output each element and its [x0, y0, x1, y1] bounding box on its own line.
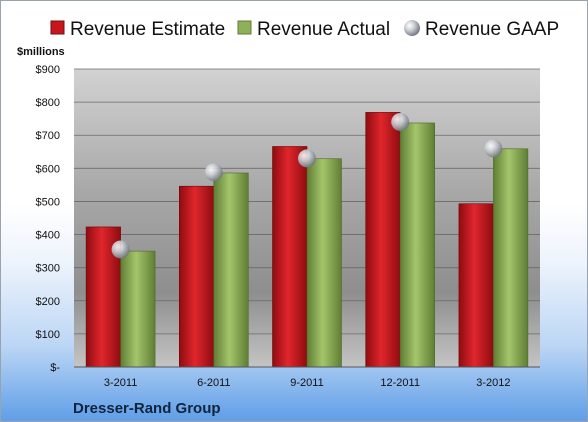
estimate-bar: [179, 185, 215, 368]
y-tick-label: $100: [36, 329, 60, 341]
y-axis-unit-label: $millions: [17, 46, 65, 58]
y-tick-label: $600: [36, 163, 60, 175]
gaap-marker: [298, 149, 316, 168]
bars: [85, 112, 529, 368]
y-tick-label: $700: [36, 130, 60, 142]
gaap-marker: [391, 112, 410, 131]
x-tick-label: 9-2011: [290, 377, 323, 389]
estimate-bar: [458, 203, 494, 368]
legend-item-revenue-actual: Revenue Actual: [237, 19, 390, 40]
actual-bar: [120, 250, 156, 368]
gaap-markers: [111, 112, 503, 259]
estimate-bar: [272, 146, 308, 368]
x-tick-label: 12-2011: [380, 377, 420, 389]
y-tick-label: $500: [36, 196, 60, 208]
actual-bar: [493, 148, 529, 368]
y-axis: $- $100 $200 $300 $400 $500 $600 $700 $800 $900: [36, 64, 61, 374]
legend-swatch-gaap: [404, 20, 420, 36]
legend: Revenue Estimate Revenue Actual Revenue …: [50, 19, 559, 40]
y-tick-label: $-: [50, 362, 60, 374]
legend-swatch-estimate: [50, 20, 65, 35]
legend-label-gaap: Revenue GAAP: [425, 19, 559, 40]
y-tick-label: $200: [36, 296, 60, 308]
y-tick-label: $300: [36, 263, 60, 275]
gaap-marker: [204, 163, 223, 182]
legend-item-revenue-estimate: Revenue Estimate: [50, 19, 225, 40]
actual-bar: [306, 158, 342, 368]
legend-item-revenue-gaap: Revenue GAAP: [404, 19, 559, 40]
x-tick-label: 6-2011: [197, 377, 230, 389]
estimate-bar: [365, 112, 401, 368]
y-tick-label: $800: [36, 97, 60, 109]
actual-bar: [213, 172, 249, 368]
y-tick-label: $900: [36, 64, 60, 76]
x-tick-label: 3-2012: [476, 377, 510, 389]
company-name: Dresser-Rand Group: [73, 400, 221, 417]
legend-swatch-actual: [237, 20, 252, 35]
legend-label-actual: Revenue Actual: [257, 19, 390, 40]
gaap-marker: [111, 240, 130, 259]
x-axis: 3-2011 6-2011 9-2011 12-2011 3-2012: [104, 377, 511, 389]
actual-bar: [399, 122, 435, 368]
legend-label-estimate: Revenue Estimate: [70, 19, 225, 40]
gaap-marker: [484, 139, 503, 158]
y-tick-label: $400: [36, 230, 60, 242]
x-tick-label: 3-2011: [104, 377, 137, 389]
